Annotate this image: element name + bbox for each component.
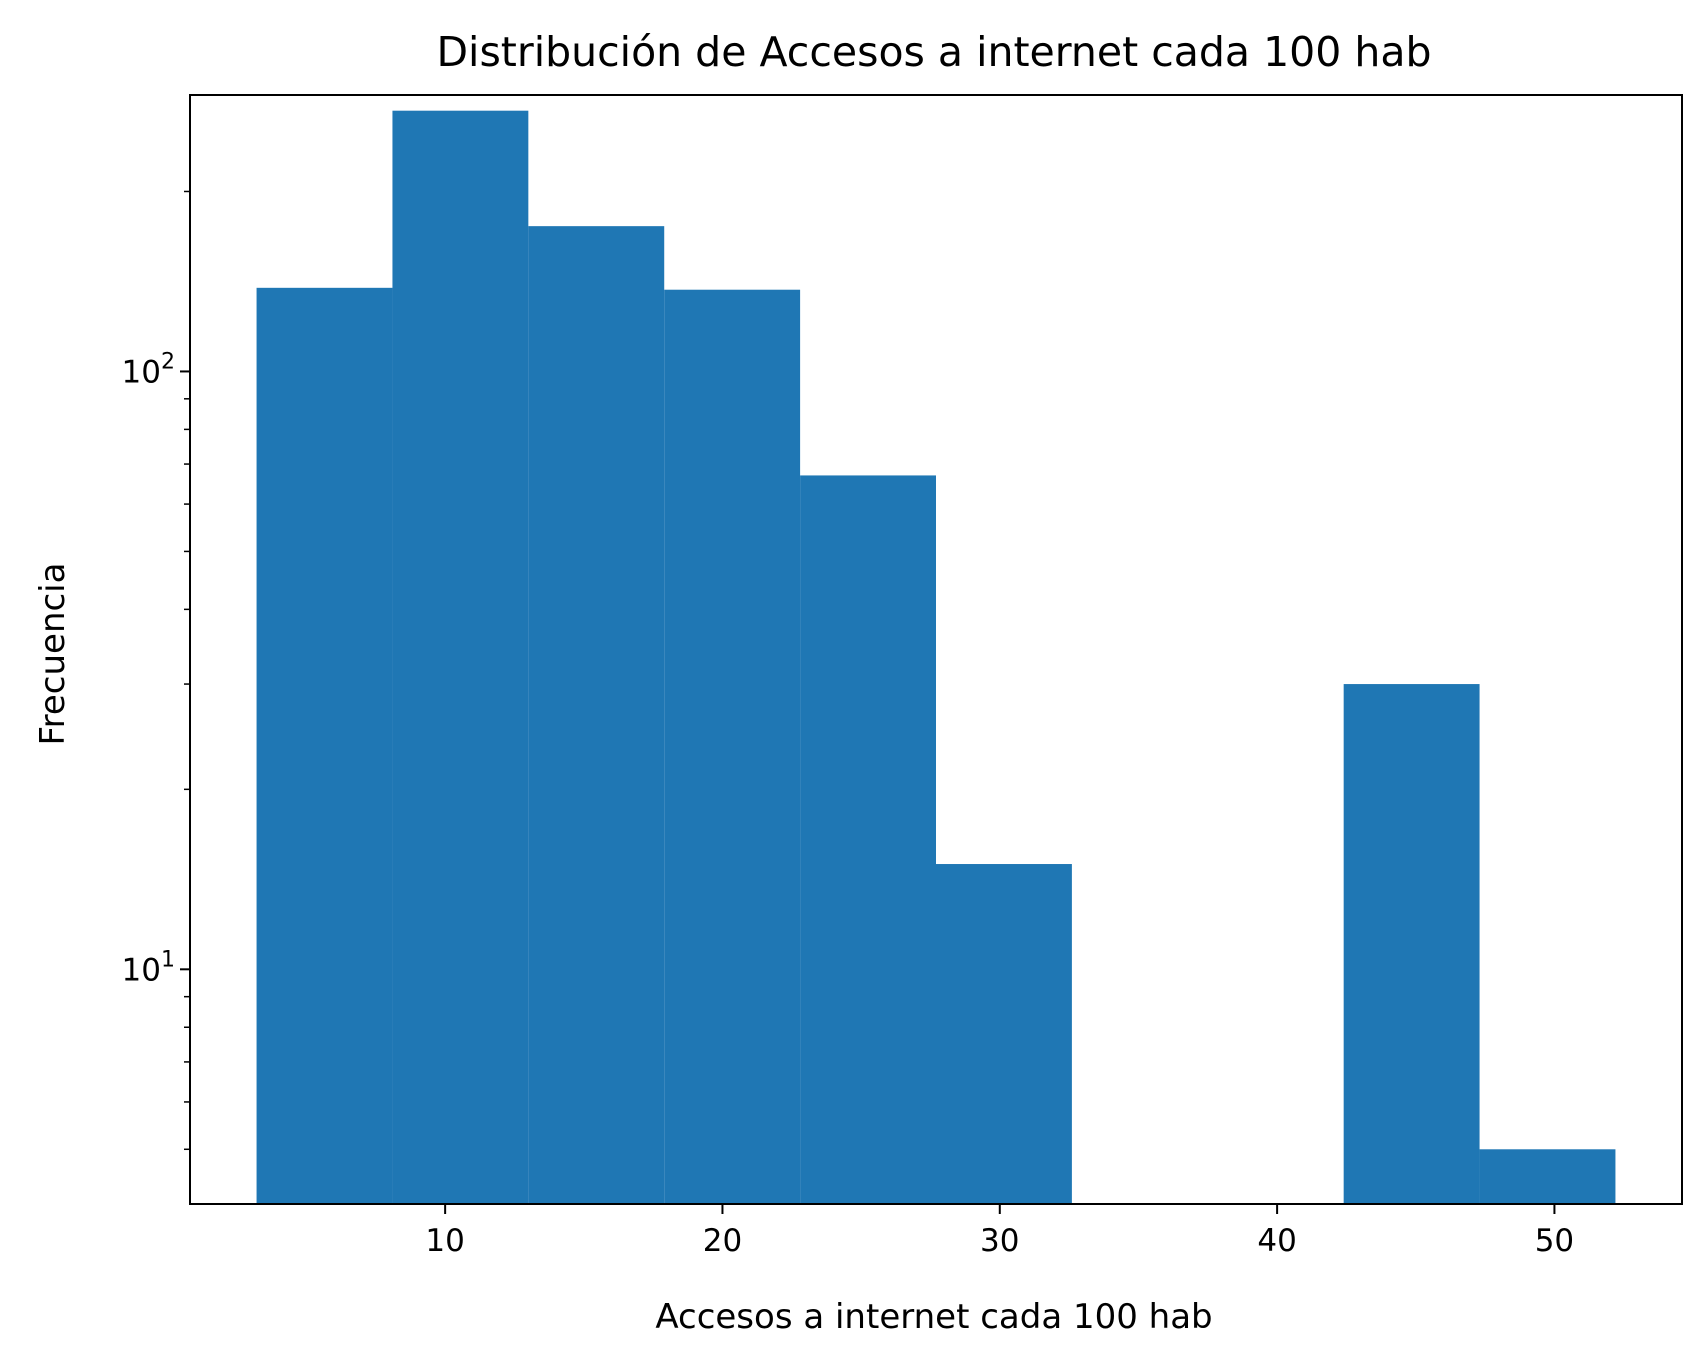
x-tick-label: 50 — [1535, 1223, 1574, 1259]
histogram-bar — [392, 110, 529, 1205]
x-tick-label: 30 — [980, 1223, 1019, 1259]
y-axis-label: Frecuencia — [33, 563, 73, 746]
x-tick-label: 20 — [703, 1223, 742, 1259]
histogram-bar — [1343, 684, 1480, 1204]
chart-title: Distribución de Accesos a internet cada … — [436, 28, 1431, 76]
histogram-bar — [1479, 1149, 1616, 1204]
histogram-bar — [528, 226, 665, 1204]
x-tick-label: 40 — [1257, 1223, 1296, 1259]
histogram-bar — [936, 864, 1072, 1204]
histogram-bar — [256, 287, 393, 1204]
x-axis-ticks: 10 20 30 40 50 — [425, 1204, 1574, 1259]
x-axis-label: Accesos a internet cada 100 hab — [655, 1297, 1212, 1337]
histogram-bar — [664, 289, 801, 1205]
x-tick-label: 10 — [425, 1223, 464, 1259]
bars-group — [256, 110, 1616, 1205]
y-tick-label: 101 — [122, 947, 175, 988]
y-axis-ticks: 101 102 — [122, 190, 190, 1151]
histogram-bar — [800, 475, 936, 1204]
y-tick-label: 102 — [122, 349, 175, 390]
plot-frame — [189, 94, 1683, 1205]
